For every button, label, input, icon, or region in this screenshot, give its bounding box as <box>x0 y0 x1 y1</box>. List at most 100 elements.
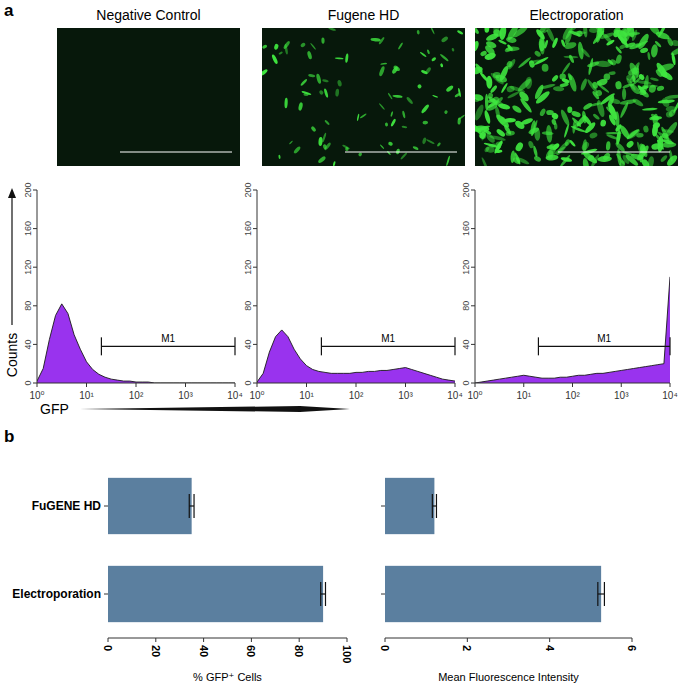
x-tick <box>385 638 386 642</box>
x-tick-label: 4 <box>544 645 556 652</box>
cell <box>592 81 599 89</box>
cell <box>619 160 626 166</box>
cell <box>529 59 546 64</box>
y-arrow-head <box>8 188 16 198</box>
y-tick <box>253 228 257 229</box>
cell <box>308 74 315 78</box>
histogram-area <box>37 304 235 383</box>
plot-area <box>37 304 235 383</box>
y-tick <box>33 344 37 345</box>
histogram-outline <box>37 304 235 383</box>
y-tick-label: 200 <box>23 182 33 197</box>
cell <box>506 46 520 51</box>
x-axis <box>108 638 347 639</box>
y-tick <box>471 383 475 384</box>
cell <box>323 88 328 98</box>
category-tick <box>381 506 385 507</box>
y-tick-label: 0 <box>461 380 471 385</box>
cell <box>580 47 591 58</box>
cell <box>310 126 316 133</box>
cell <box>625 77 637 91</box>
x-tick-label: 0 <box>102 645 114 651</box>
plot-area <box>108 478 325 622</box>
cell <box>587 155 595 162</box>
cell <box>284 98 288 109</box>
cell <box>300 78 308 86</box>
x-tick-label: 6 <box>626 645 638 651</box>
cell <box>534 50 542 58</box>
cell <box>515 156 530 166</box>
y-tick-label: 40 <box>23 339 33 349</box>
cell <box>422 137 427 144</box>
cell <box>303 93 308 97</box>
histogram-outline <box>475 277 670 383</box>
x-tick <box>405 383 406 387</box>
cell <box>392 95 402 99</box>
gate-line <box>101 346 235 347</box>
cell <box>278 155 281 159</box>
error-cap <box>436 494 437 518</box>
cell <box>640 144 646 153</box>
x-tick <box>306 383 307 387</box>
cell <box>569 139 576 147</box>
cell <box>401 125 407 128</box>
cell <box>357 114 360 122</box>
cell <box>324 142 332 151</box>
panel-label: a <box>4 1 14 20</box>
cell <box>642 84 658 87</box>
y-tick <box>471 228 475 229</box>
cell <box>422 121 428 125</box>
cell <box>561 77 570 84</box>
y-tick-label: 120 <box>461 260 471 275</box>
cell <box>475 63 484 75</box>
cell <box>337 80 342 87</box>
cell <box>625 127 641 141</box>
y-tick <box>471 344 475 345</box>
cell <box>622 88 626 100</box>
cell <box>420 104 430 114</box>
cell <box>643 125 650 133</box>
cell <box>388 141 394 146</box>
scale-bar <box>120 151 232 152</box>
cell <box>484 28 489 33</box>
y-tick-label: 120 <box>23 260 33 275</box>
x-tick-label: 10³ <box>614 390 629 401</box>
cell <box>431 57 437 62</box>
cell <box>440 63 444 68</box>
cell <box>444 110 449 115</box>
panel-title: Negative Control <box>96 7 200 23</box>
gate-end <box>321 337 322 355</box>
cell <box>647 28 661 36</box>
cell <box>307 51 313 60</box>
y-tick-label: 200 <box>461 182 471 197</box>
cell <box>322 79 329 83</box>
cell <box>385 122 389 126</box>
cell <box>514 141 524 152</box>
cell <box>592 113 600 121</box>
cell <box>546 125 553 143</box>
scale-bar <box>345 151 457 152</box>
x-tick-label: 10¹ <box>299 390 314 401</box>
micrograph-cells <box>262 28 465 166</box>
y-tick <box>471 305 475 306</box>
cell <box>388 92 393 99</box>
error-cap <box>597 582 598 606</box>
x-tick-label: 0 <box>379 645 391 651</box>
cell <box>436 142 441 147</box>
figure: abNegative Control0408012016020010⁰10¹10… <box>0 0 685 685</box>
x-tick-label: 10³ <box>178 390 193 401</box>
category-tick <box>104 594 108 595</box>
cell <box>652 114 659 126</box>
error-cap <box>325 582 326 606</box>
cell <box>380 144 385 149</box>
cell <box>594 60 611 67</box>
bar <box>108 566 323 622</box>
y-tick <box>471 190 475 191</box>
cell <box>400 152 408 160</box>
x-tick <box>670 383 671 387</box>
y-tick <box>33 305 37 306</box>
cell <box>568 54 575 63</box>
x-tick <box>136 383 137 387</box>
y-tick <box>33 267 37 268</box>
cell <box>301 90 311 95</box>
